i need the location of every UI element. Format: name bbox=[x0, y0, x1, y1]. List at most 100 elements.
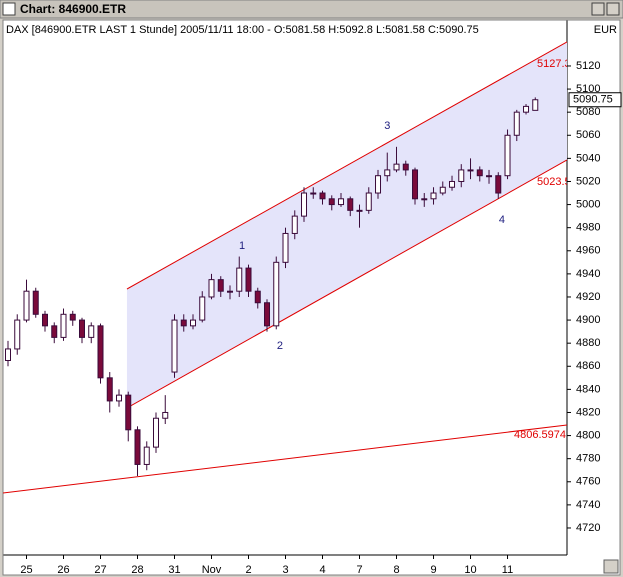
candle-body bbox=[227, 290, 234, 293]
candle-body bbox=[199, 296, 206, 321]
wave-label: 4 bbox=[499, 214, 505, 226]
candle-body bbox=[134, 429, 141, 465]
trend-line bbox=[126, 159, 567, 409]
candle-body bbox=[14, 319, 21, 350]
candle-body bbox=[245, 267, 252, 292]
candle-body bbox=[375, 175, 382, 194]
candle-body bbox=[97, 325, 104, 379]
candle-body bbox=[153, 417, 160, 448]
candle-body bbox=[449, 180, 456, 188]
plot: 5127.3 5023.5 4806.5974 1 2 3 4 bbox=[3, 41, 571, 494]
x-tick-label: 28 bbox=[131, 564, 143, 576]
x-tick-label: Nov bbox=[202, 564, 222, 576]
candle-body bbox=[384, 169, 391, 177]
y-tick-label: 4900 bbox=[576, 314, 600, 326]
candle-body bbox=[328, 198, 335, 206]
y-tick-label: 5120 bbox=[576, 60, 600, 72]
title-bar bbox=[0, 0, 623, 19]
x-tick-label: 10 bbox=[464, 564, 476, 576]
x-tick-label: 9 bbox=[430, 564, 436, 576]
window-title: Chart: 846900.ETR bbox=[20, 2, 126, 16]
last-price-box bbox=[568, 92, 622, 108]
maximize-button[interactable] bbox=[591, 2, 605, 16]
candle-body bbox=[4, 348, 11, 361]
candle-body bbox=[51, 325, 58, 338]
close-button[interactable] bbox=[606, 2, 620, 16]
wave-label: 1 bbox=[239, 240, 245, 252]
candle-body bbox=[236, 267, 243, 292]
x-tick-label: 7 bbox=[356, 564, 362, 576]
wave-label: 3 bbox=[384, 120, 390, 132]
trend-line-label: 4806.5974 bbox=[514, 429, 566, 441]
y-tick-label: 4940 bbox=[576, 268, 600, 280]
candle-body bbox=[523, 105, 530, 113]
candle-body bbox=[486, 175, 493, 178]
candle-body bbox=[504, 134, 511, 177]
x-tick-label: 26 bbox=[57, 564, 69, 576]
candle-body bbox=[412, 169, 419, 200]
candle-body bbox=[319, 192, 326, 200]
candle-body bbox=[88, 325, 95, 338]
candle-body bbox=[402, 163, 409, 171]
chart-header: DAX [846900.ETR LAST 1 Stunde] 2005/11/1… bbox=[6, 24, 479, 36]
candle-body bbox=[78, 319, 85, 338]
candle-body bbox=[393, 163, 400, 171]
x-tick-label: 3 bbox=[282, 564, 288, 576]
candle-body bbox=[208, 279, 215, 298]
candle-body bbox=[106, 377, 113, 402]
y-tick-label: 4880 bbox=[576, 337, 600, 349]
y-tick-label: 4920 bbox=[576, 291, 600, 303]
candle-body bbox=[513, 111, 520, 136]
candle-body bbox=[264, 302, 271, 327]
candle-body bbox=[439, 186, 446, 194]
candle-body bbox=[143, 446, 150, 465]
candle-body bbox=[532, 99, 539, 111]
candle-body bbox=[347, 198, 354, 211]
x-tick-label: 27 bbox=[94, 564, 106, 576]
candle-body bbox=[116, 394, 123, 402]
candle-body bbox=[301, 192, 308, 217]
y-tick-label: 4720 bbox=[576, 522, 600, 534]
currency-label: EUR bbox=[594, 24, 617, 36]
y-tick-label: 4960 bbox=[576, 245, 600, 257]
y-tick-label: 4740 bbox=[576, 499, 600, 511]
candle-body bbox=[310, 192, 317, 195]
candle-body bbox=[41, 313, 48, 327]
trend-line-label: 5127.3 bbox=[537, 58, 571, 70]
candle-body bbox=[458, 169, 465, 182]
candle-body bbox=[190, 319, 197, 327]
y-tick-label: 5040 bbox=[576, 152, 600, 164]
candle-body bbox=[365, 192, 372, 211]
candle-body bbox=[162, 411, 169, 419]
candle-body bbox=[476, 169, 483, 177]
candle-body bbox=[32, 290, 39, 315]
candle-body bbox=[273, 261, 280, 327]
y-tick-label: 4980 bbox=[576, 222, 600, 234]
x-tick-label: 31 bbox=[168, 564, 180, 576]
y-tick-label: 5060 bbox=[576, 129, 600, 141]
y-tick-label: 4780 bbox=[576, 453, 600, 465]
trend-line-label: 5023.5 bbox=[537, 176, 571, 188]
candle-body bbox=[421, 198, 428, 201]
y-tick-label: 4800 bbox=[576, 429, 600, 441]
candle-body bbox=[282, 232, 289, 263]
candle-body bbox=[171, 319, 178, 373]
wave-label: 2 bbox=[277, 340, 283, 352]
candle-body bbox=[338, 198, 345, 206]
chart-border bbox=[2, 19, 621, 576]
x-tick-label: 8 bbox=[393, 564, 399, 576]
candle-body bbox=[60, 313, 67, 338]
candle-body bbox=[430, 192, 437, 200]
x-tick-label: 4 bbox=[319, 564, 325, 576]
candle-body bbox=[180, 319, 187, 327]
y-tick-label: 5020 bbox=[576, 175, 600, 187]
candle-body bbox=[125, 394, 132, 431]
scroll-button[interactable] bbox=[603, 559, 619, 574]
candle-body bbox=[217, 279, 224, 292]
x-tick-label: 25 bbox=[20, 564, 32, 576]
y-tick-label: 5100 bbox=[576, 83, 600, 95]
x-tick-label: 11 bbox=[502, 564, 513, 576]
candle-body bbox=[356, 209, 363, 212]
